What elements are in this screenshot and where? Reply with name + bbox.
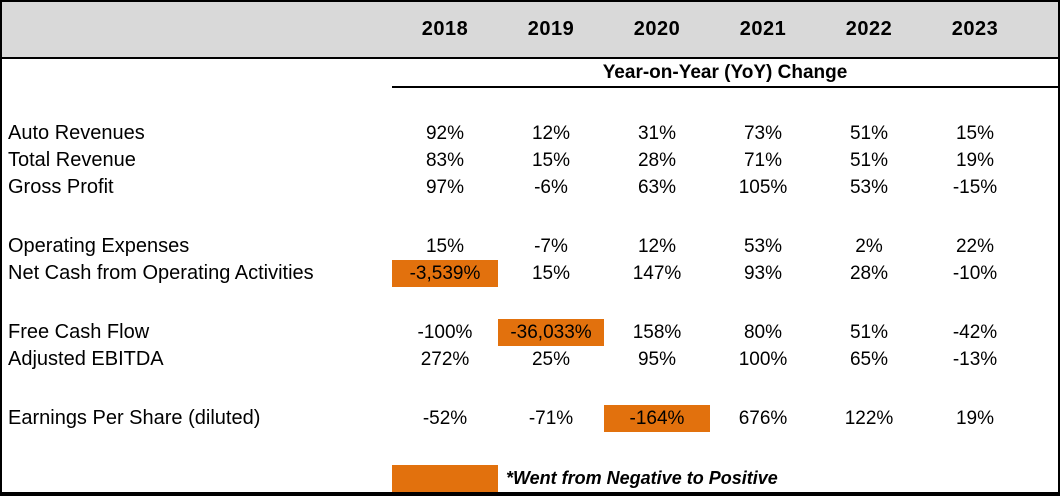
value-cell: 71% [743, 150, 783, 171]
value-cell: 65% [849, 349, 889, 370]
column-header-year: 2021 [739, 18, 787, 40]
value-cell: 12% [637, 236, 677, 257]
subtitle-indent [2, 59, 392, 88]
value-cell: 92% [425, 123, 465, 144]
legend-note: *Went from Negative to Positive [506, 467, 778, 488]
table-subtitle: Year-on-Year (YoY) Change [392, 59, 1058, 88]
value-cell: 93% [743, 263, 783, 284]
table-row: Earnings Per Share (diluted) -52% -71% -164… [2, 405, 1058, 432]
value-cell: 19% [955, 408, 995, 429]
value-cell: 15% [531, 263, 571, 284]
value-cell: 676% [738, 408, 788, 429]
table-row: Auto Revenues 92% 12% 31% 73% 51% 15% [2, 120, 1058, 147]
value-cell: -13% [952, 349, 998, 370]
column-header-year: 2018 [421, 18, 469, 40]
value-cell: 100% [738, 349, 788, 370]
value-cell: 12% [531, 123, 571, 144]
value-cell: -71% [528, 408, 574, 429]
column-header-year: 2020 [633, 18, 681, 40]
column-header-year: 2022 [845, 18, 893, 40]
column-header-year: 2019 [527, 18, 575, 40]
row-label: Operating Expenses [8, 235, 190, 257]
highlighted-value-cell: -36,033% [498, 319, 604, 346]
value-cell: 73% [743, 123, 783, 144]
value-cell: 53% [849, 177, 889, 198]
row-label: Gross Profit [8, 176, 114, 198]
highlighted-value-cell: -164% [604, 405, 710, 432]
value-cell: 95% [637, 349, 677, 370]
value-cell: 53% [743, 236, 783, 257]
table-row: Total Revenue 83% 15% 28% 71% 51% 19% [2, 147, 1058, 174]
value-cell: 80% [743, 322, 783, 343]
value-cell: -10% [952, 263, 998, 284]
value-cell: 15% [425, 236, 465, 257]
value-cell: 51% [849, 150, 889, 171]
value-cell: 83% [425, 150, 465, 171]
value-cell: -52% [422, 408, 468, 429]
table-row: Net Cash from Operating Activities -3,539… [2, 260, 1058, 287]
value-cell: 22% [955, 236, 995, 257]
row-label: Free Cash Flow [8, 321, 150, 343]
value-cell: 31% [637, 123, 677, 144]
row-label: Auto Revenues [8, 122, 145, 144]
legend-orange-swatch [392, 464, 498, 492]
row-label: Net Cash from Operating Activities [8, 262, 314, 284]
value-cell: 19% [955, 150, 995, 171]
value-cell: -100% [417, 322, 473, 343]
value-cell: -42% [952, 322, 998, 343]
value-cell: 25% [531, 349, 571, 370]
value-cell: 272% [420, 349, 470, 370]
highlighted-value-cell: -3,539% [392, 260, 498, 287]
table-row: Gross Profit 97% -6% 63% 105% 53% -15% [2, 174, 1058, 201]
row-label: Earnings Per Share (diluted) [8, 407, 261, 429]
value-cell: -7% [534, 236, 568, 257]
value-cell: 51% [849, 322, 889, 343]
value-cell: 63% [637, 177, 677, 198]
table-body: Auto Revenues 92% 12% 31% 73% 51% 15% Total Rev… [2, 88, 1058, 432]
value-cell: 15% [955, 123, 995, 144]
value-cell: -6% [534, 177, 568, 198]
value-cell: 51% [849, 123, 889, 144]
column-header-year: 2023 [951, 18, 999, 40]
value-cell: 122% [844, 408, 894, 429]
row-label: Adjusted EBITDA [8, 348, 164, 370]
table-header-row: 2018 2019 2020 2021 2022 2023 [2, 2, 1058, 59]
row-label: Total Revenue [8, 149, 136, 171]
value-cell: 97% [425, 177, 465, 198]
value-cell: 147% [632, 263, 682, 284]
value-cell: 158% [632, 322, 682, 343]
value-cell: -15% [952, 177, 998, 198]
table-row: Operating Expenses 15% -7% 12% 53% 2% 22% [2, 233, 1058, 260]
value-cell: 15% [531, 150, 571, 171]
legend-row: *Went from Negative to Positive [2, 464, 1058, 492]
table-row: Free Cash Flow -100% -36,033% 158% 80% 51% -42… [2, 319, 1058, 346]
table-row: Adjusted EBITDA 272% 25% 95% 100% 65% -13% [2, 346, 1058, 373]
value-cell: 28% [637, 150, 677, 171]
value-cell: 105% [738, 177, 788, 198]
value-cell: 28% [849, 263, 889, 284]
value-cell: 2% [855, 236, 883, 257]
subtitle-row: Year-on-Year (YoY) Change [2, 59, 1058, 88]
